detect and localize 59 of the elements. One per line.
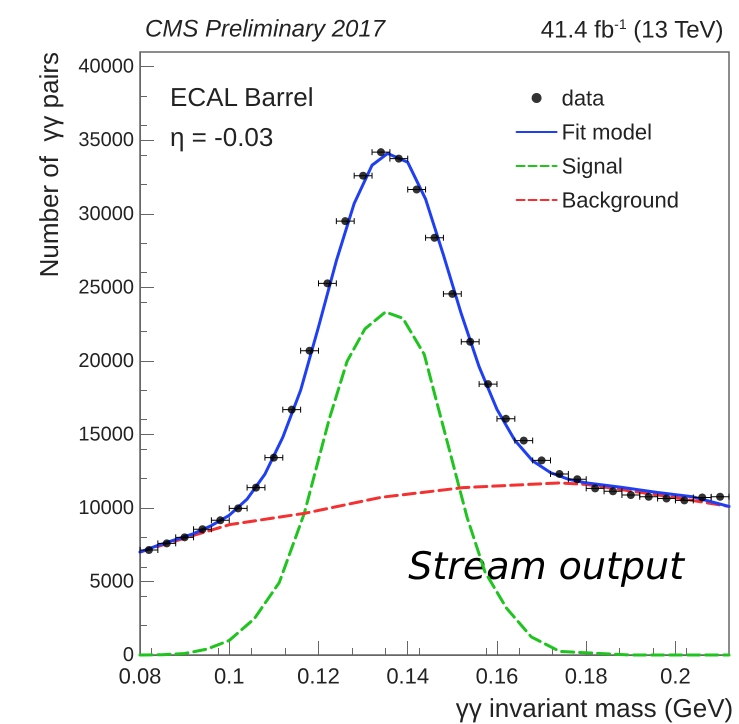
- y-tick-label: 0: [122, 644, 134, 666]
- y-tick-label: 40000: [78, 56, 134, 78]
- legend-label: Background: [562, 188, 680, 212]
- point: [698, 493, 706, 502]
- point: [644, 492, 653, 501]
- legend-label: Signal: [562, 154, 623, 178]
- point: [288, 406, 296, 414]
- point: [216, 516, 224, 524]
- point: [555, 470, 564, 478]
- x-axis-title: γγ invariant mass (GeV): [456, 693, 734, 723]
- x-tick-label: 0.16: [476, 664, 518, 688]
- point: [573, 475, 582, 484]
- y-tick-label: 30000: [78, 202, 134, 225]
- point: [162, 539, 171, 548]
- x-tick-label: 0.08: [118, 664, 162, 688]
- point: [144, 546, 153, 554]
- y-tick-label: 5000: [90, 570, 134, 592]
- point: [376, 148, 385, 156]
- point: [180, 533, 189, 542]
- point: [591, 484, 600, 492]
- point: [538, 456, 546, 464]
- annotation: Stream output: [408, 544, 686, 588]
- y-tick-label: 10000: [78, 496, 134, 519]
- x-tick-label: 0.12: [297, 664, 340, 688]
- point: [252, 484, 260, 492]
- point: [448, 290, 456, 298]
- y-axis-title: Number of γγ pairs: [34, 52, 64, 278]
- point: [662, 494, 671, 503]
- point: [716, 492, 724, 501]
- y-tick-label: 20000: [78, 350, 134, 372]
- y-tick-label: 35000: [78, 129, 134, 152]
- point: [484, 380, 492, 388]
- point: [626, 490, 635, 499]
- x-tick-label: 0.1: [214, 664, 245, 688]
- point: [466, 338, 474, 346]
- annotation: η = -0.03: [170, 122, 274, 152]
- point: [430, 234, 438, 242]
- legend-label: Fit model: [562, 120, 652, 144]
- point: [608, 487, 617, 496]
- point: [323, 279, 332, 288]
- point: [198, 525, 206, 534]
- annotation: ECAL Barrel: [170, 82, 314, 112]
- point: [680, 496, 688, 504]
- x-tick-label: 0.14: [386, 664, 430, 688]
- point: [359, 172, 368, 180]
- y-tick-label: 25000: [78, 276, 134, 298]
- chart-title: CMS Preliminary 2017: [145, 16, 387, 42]
- point: [394, 154, 403, 163]
- point: [234, 504, 242, 512]
- point: [520, 436, 528, 445]
- point: [306, 346, 314, 355]
- x-tick-label: 0.18: [564, 664, 608, 688]
- point: [502, 414, 510, 423]
- point: [412, 186, 421, 194]
- legend-label: data: [562, 86, 606, 110]
- point: [341, 217, 350, 226]
- x-tick-label: 0.2: [660, 664, 691, 688]
- point: [270, 454, 278, 462]
- y-tick-label: 15000: [78, 423, 134, 446]
